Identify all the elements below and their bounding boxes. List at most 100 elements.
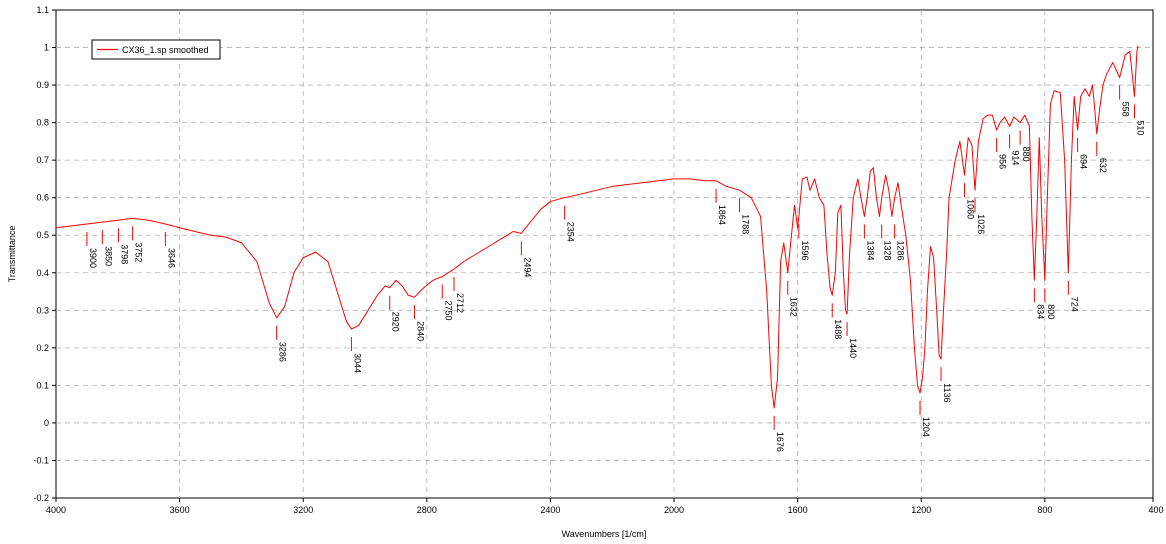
peak-annotation: 2920	[389, 295, 401, 332]
x-tick-label: 2400	[540, 505, 560, 515]
peak-annotation: 2712	[453, 277, 465, 313]
peak-label: 3752	[134, 242, 144, 262]
peak-annotation: 1204	[919, 400, 931, 437]
peak-label: 694	[1079, 154, 1089, 169]
peak-label: 1596	[800, 240, 810, 260]
peak-annotation: 1060	[964, 183, 976, 219]
peak-label: 1440	[848, 338, 858, 358]
peak-label: 1136	[942, 383, 952, 402]
peak-label: 834	[1035, 304, 1045, 319]
peak-label: 1676	[775, 432, 785, 452]
peak-annotation: 1384	[863, 224, 875, 260]
x-tick-label: 2800	[417, 505, 437, 515]
peak-annotation: 1596	[798, 224, 810, 260]
peak-annotation: 956	[996, 138, 1008, 169]
peak-label: 2354	[566, 222, 576, 242]
spectrum-line	[55, 45, 1139, 409]
y-tick-label: 1.1	[36, 5, 49, 15]
peak-label: 956	[998, 154, 1008, 169]
y-tick-label: 0.9	[36, 80, 49, 90]
legend-label: CX36_1.sp smoothed	[122, 45, 209, 55]
peak-label: 1632	[789, 297, 799, 317]
peak-annotation: 1440	[846, 322, 858, 358]
x-axis-ticks: 4000 3600 3200 2800 2400 2000 1600 1200 800 400	[46, 498, 1164, 515]
peak-label: 800	[1046, 304, 1056, 319]
peak-annotation: 3286	[276, 325, 288, 362]
peak-annotation: 1632	[787, 280, 799, 317]
peak-label: 2840	[415, 321, 425, 341]
peak-label: 1286	[896, 240, 906, 260]
plot-area	[55, 9, 1154, 499]
peak-annotation: 1676	[773, 415, 785, 452]
peak-label: 1328	[883, 240, 893, 260]
y-axis-title: Transmittance	[7, 226, 17, 283]
peak-annotation: 510	[1133, 104, 1145, 135]
y-tick-label: 0	[44, 418, 49, 428]
y-tick-label: 0.2	[36, 343, 49, 353]
peak-label: 3646	[166, 248, 176, 268]
peak-annotation: 694	[1077, 138, 1089, 169]
y-tick-label: -0.2	[33, 493, 49, 503]
peak-annotation: 3044	[350, 337, 362, 373]
x-tick-label: 2000	[664, 505, 684, 515]
peak-label: 1384	[865, 240, 875, 260]
peak-label: 3798	[119, 244, 129, 264]
peak-annotation: 1864	[715, 188, 727, 225]
y-tick-label: 0.4	[36, 268, 49, 278]
peak-annotation: 2750	[441, 284, 453, 321]
peak-label: 1026	[976, 214, 986, 234]
peak-label: 558	[1121, 102, 1131, 117]
y-tick-label: 0.7	[36, 155, 49, 165]
peak-annotation: 3646	[164, 231, 176, 268]
y-tick-label: -0.1	[33, 455, 49, 465]
x-tick-label: 3200	[293, 505, 313, 515]
x-tick-label: 4000	[46, 505, 66, 515]
peak-label: 1204	[921, 417, 931, 437]
y-axis-ticks: -0.2 -0.1 0 0.1 0.2 0.3 0.4 0.5 0.6 0.7 0.8 0.9 1 1.1	[33, 5, 56, 503]
peak-annotation: 2840	[413, 305, 425, 341]
y-tick-label: 1	[44, 43, 49, 53]
x-tick-label: 3600	[170, 505, 190, 515]
y-tick-label: 0.3	[36, 305, 49, 315]
peak-annotation: 2494	[520, 241, 532, 277]
peak-label: 880	[1021, 147, 1031, 162]
legend-box	[91, 39, 221, 60]
peak-annotation: 1488	[831, 303, 843, 339]
peak-annotation: 558	[1119, 85, 1131, 117]
peak-annotation: 1026	[974, 198, 986, 234]
peak-annotation: 3798	[117, 228, 129, 264]
peak-label: 632	[1098, 158, 1108, 173]
peak-label: 510	[1135, 120, 1145, 135]
x-tick-label: 1200	[911, 505, 931, 515]
peak-annotation: 1788	[739, 198, 751, 234]
legend: CX36_1.sp smoothed	[91, 39, 221, 60]
peak-label: 3286	[278, 342, 288, 362]
y-tick-label: 0.5	[36, 230, 49, 240]
peak-annotation: 880	[1019, 130, 1031, 162]
x-axis-title: Wavenumbers [1/cm]	[562, 529, 647, 539]
peak-annotation: 1328	[881, 224, 893, 260]
y-tick-label: 0.6	[36, 193, 49, 203]
peak-annotation: 3900	[86, 231, 98, 268]
peak-annotation: 914	[1009, 134, 1021, 165]
peak-annotations: 3900 3850 3798 3752 3646 3286 3044 2920 2840 2750…	[86, 85, 1145, 452]
grid	[56, 10, 1153, 498]
y-tick-label: 0.1	[36, 380, 49, 390]
peak-label: 1488	[833, 319, 843, 339]
peak-label: 724	[1069, 297, 1079, 312]
peak-label: 2494	[522, 257, 532, 277]
peak-label: 2750	[443, 301, 453, 321]
peak-label: 3044	[352, 353, 362, 373]
peak-annotation: 834	[1033, 288, 1045, 319]
peak-annotation: 1286	[894, 224, 906, 260]
x-tick-label: 800	[1037, 505, 1052, 515]
series-group	[55, 45, 1139, 409]
peak-label: 1864	[717, 205, 727, 225]
peak-label: 3850	[103, 246, 113, 266]
peak-annotation: 3850	[101, 230, 113, 266]
y-tick-label: 0.8	[36, 118, 49, 128]
peak-annotation: 1136	[940, 367, 952, 402]
peak-annotation: 3752	[132, 226, 144, 262]
peak-label: 2712	[455, 293, 465, 313]
